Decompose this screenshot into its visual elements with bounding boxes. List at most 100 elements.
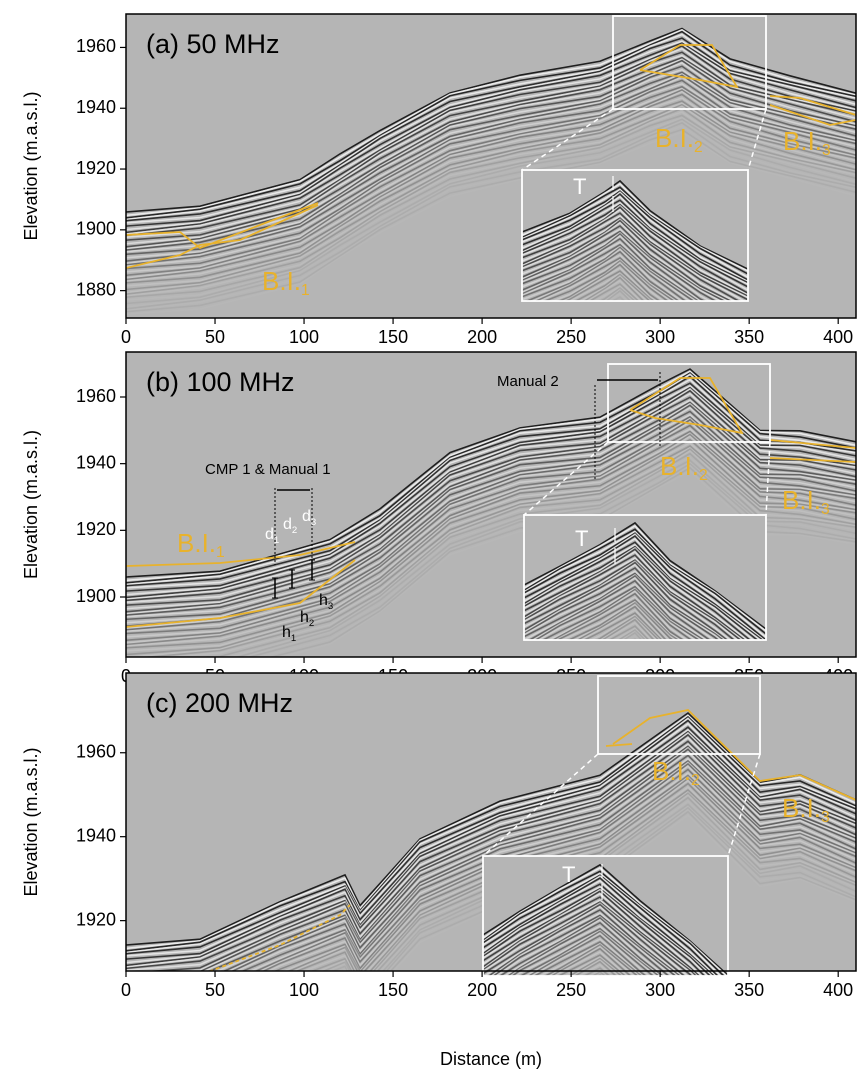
- reflection: [524, 548, 746, 640]
- annotation-subscript: 3: [311, 516, 316, 527]
- reflection: [514, 929, 658, 976]
- reflection: [254, 768, 856, 971]
- x-tick-label: 300: [645, 327, 675, 347]
- reflection: [483, 886, 709, 976]
- reflection: [524, 559, 736, 640]
- reflection: [537, 258, 673, 301]
- reflection: [542, 259, 669, 301]
- reflection: [387, 808, 856, 971]
- reflection: [248, 765, 856, 971]
- reflection: [503, 918, 667, 976]
- reflection: [234, 761, 856, 971]
- reflection: [126, 413, 856, 624]
- reflection: [522, 182, 748, 272]
- annotation: B.I.3: [783, 126, 831, 159]
- x-axis-label: Distance (m): [440, 1049, 542, 1069]
- annotation-subscript: 2: [694, 139, 703, 156]
- annotation-text: B.I.: [655, 123, 694, 153]
- reflection: [567, 601, 675, 640]
- reflection: [522, 237, 700, 301]
- reflection: [557, 263, 661, 301]
- x-tick-label: 250: [556, 980, 586, 1000]
- reflection: [126, 107, 856, 296]
- reflection: [126, 85, 856, 270]
- reflection: [126, 103, 856, 291]
- reflection: [556, 598, 680, 640]
- reflection: [626, 634, 641, 640]
- x-tick-label: 150: [378, 980, 408, 1000]
- annotation: B.I.3: [782, 485, 830, 518]
- reflection: [613, 627, 648, 640]
- reflection: [582, 967, 611, 976]
- reflection: [560, 600, 678, 640]
- reflection: [549, 947, 632, 976]
- interface-outline: [769, 104, 856, 126]
- annotation-subscript: 2: [691, 772, 700, 789]
- reflection: [126, 90, 856, 279]
- reflection: [227, 757, 856, 971]
- annotation: B.I.1: [177, 528, 225, 561]
- annotation: h2: [300, 609, 314, 628]
- reflection: [266, 776, 856, 971]
- annotation-subscript: 1: [301, 282, 310, 299]
- y-axis-label: Elevation (m.a.s.l.): [21, 430, 41, 579]
- reflection: [487, 908, 682, 976]
- reflection: [522, 247, 683, 301]
- reflection: [607, 625, 650, 640]
- zoom-link: [482, 753, 599, 857]
- reflection: [126, 406, 856, 618]
- reflection: [126, 128, 856, 313]
- reflection: [527, 934, 648, 976]
- reflection: [570, 958, 621, 976]
- reflection: [483, 875, 717, 976]
- reflection: [392, 814, 856, 971]
- zoom-box: [612, 15, 767, 110]
- reflection: [325, 800, 856, 971]
- interface-outline: [769, 439, 856, 449]
- annotation-subscript: 3: [821, 809, 830, 826]
- reflection: [498, 916, 670, 976]
- reflection: [126, 87, 856, 273]
- reflection: [208, 748, 856, 971]
- y-tick-label: 1960: [76, 386, 116, 406]
- reflection: [579, 274, 648, 301]
- zoom-link: [747, 108, 767, 171]
- reflection: [522, 221, 730, 301]
- reflection: [599, 616, 658, 640]
- reflection: [582, 612, 663, 640]
- reflection: [583, 276, 645, 301]
- inset-frame: [523, 514, 767, 641]
- reflection: [577, 963, 614, 976]
- reflection: [126, 33, 856, 221]
- reflection: [126, 404, 856, 616]
- reflection: [126, 736, 856, 971]
- reflection: [524, 545, 752, 640]
- reflection: [561, 266, 658, 301]
- reflection: [126, 68, 856, 253]
- annotation-subscript: 3: [821, 501, 830, 518]
- annotation: T: [575, 526, 588, 551]
- reflection: [522, 245, 691, 301]
- annotation-subscript: 2: [292, 524, 297, 535]
- reflection: [126, 118, 856, 305]
- reflection: [522, 224, 727, 301]
- reflection: [483, 901, 693, 976]
- x-tick-label: 400: [823, 980, 853, 1000]
- reflection: [483, 877, 716, 976]
- reflection: [576, 605, 667, 640]
- y-tick-label: 1920: [76, 519, 116, 539]
- annotation: d2: [283, 516, 297, 535]
- reflection: [524, 574, 711, 640]
- reflection: [230, 759, 856, 971]
- x-tick-label: 350: [734, 980, 764, 1000]
- reflection: [593, 972, 605, 976]
- annotation-text: T: [562, 862, 575, 887]
- reflection: [588, 283, 640, 301]
- reflection: [522, 241, 698, 301]
- reflection: [522, 212, 748, 301]
- annotation-text: d: [283, 516, 292, 533]
- reflection: [483, 905, 683, 976]
- reflection: [126, 722, 856, 957]
- reflection: [588, 614, 662, 640]
